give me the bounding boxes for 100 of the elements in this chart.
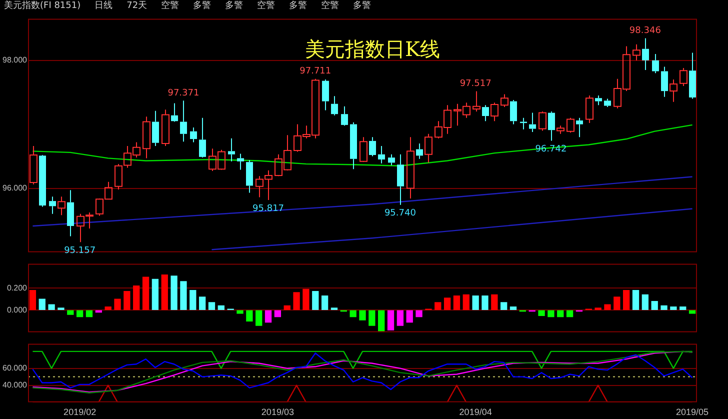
candlestick <box>322 79 329 111</box>
candlestick <box>388 154 395 166</box>
text: 空警 <box>161 1 180 11</box>
candlestick <box>416 142 423 160</box>
candlestick <box>397 154 404 206</box>
x-tick-label: 2019/03 <box>261 407 294 418</box>
bar <box>651 300 658 310</box>
y-tick-label: 60.000 <box>2 364 28 373</box>
bar <box>133 286 140 310</box>
bar <box>416 310 422 318</box>
bar <box>302 288 310 310</box>
bar <box>208 302 216 310</box>
bar <box>500 302 508 310</box>
candlestick <box>661 66 668 98</box>
text: 多警 <box>289 1 308 11</box>
bar <box>660 305 668 310</box>
bar <box>688 310 696 314</box>
x-tick-label: 2019/02 <box>64 407 96 418</box>
annotation: 95.157 <box>64 246 96 256</box>
bar <box>256 310 262 326</box>
bar <box>491 294 498 310</box>
y-tick-label: 0.000 <box>6 305 28 314</box>
candlestick <box>482 104 489 122</box>
annotation: 97.517 <box>460 79 492 90</box>
bar <box>510 306 517 310</box>
bar <box>161 274 168 310</box>
bar <box>76 310 84 318</box>
candlestick <box>576 117 583 138</box>
candlestick <box>58 196 66 216</box>
candlestick <box>642 38 649 70</box>
annotation: 97.371 <box>168 88 200 98</box>
bar <box>632 290 640 310</box>
bar <box>152 278 159 310</box>
candlestick <box>180 100 187 142</box>
bar <box>264 310 272 323</box>
bar <box>236 310 244 314</box>
bar <box>538 310 545 316</box>
bar <box>557 310 564 318</box>
text: 多警 <box>193 1 212 11</box>
bar <box>444 298 451 310</box>
candlestick <box>378 146 385 164</box>
bar <box>623 290 630 310</box>
bar <box>180 281 187 310</box>
bar <box>67 310 74 315</box>
candlestick <box>510 100 517 125</box>
bar <box>453 295 460 310</box>
bar <box>48 304 55 310</box>
bar <box>434 302 442 310</box>
bar <box>284 305 290 310</box>
bar <box>472 295 479 310</box>
text: 72天 <box>126 1 148 11</box>
candlestick <box>49 196 56 214</box>
candlestick <box>406 136 414 199</box>
candlestick <box>350 122 357 170</box>
y-tick-label: 0.200 <box>6 283 28 292</box>
bar <box>462 294 470 310</box>
bar <box>482 295 488 310</box>
bar <box>378 310 385 332</box>
candlestick <box>670 79 678 102</box>
candlestick <box>604 98 611 108</box>
candlestick <box>595 95 602 106</box>
bar <box>406 310 413 323</box>
candlestick <box>152 110 159 147</box>
bar <box>670 306 677 310</box>
candlestick <box>228 138 235 162</box>
text: 空警 <box>321 1 340 11</box>
bar <box>566 310 574 318</box>
bar <box>614 296 620 310</box>
y-tick-label: 98.000 <box>2 56 28 65</box>
x-tick-label: 2019/05 <box>676 407 709 418</box>
candlestick <box>548 111 555 142</box>
bar <box>604 304 611 310</box>
candlestick <box>246 160 253 194</box>
bar <box>387 310 394 330</box>
candlestick <box>331 96 338 116</box>
text: 多警 <box>225 1 244 11</box>
y-tick-label: 40.000 <box>2 380 28 390</box>
text: 空警 <box>257 1 276 11</box>
bar <box>396 310 404 326</box>
candlestick <box>369 136 376 157</box>
bar <box>142 276 150 310</box>
bar <box>190 290 196 310</box>
candlestick <box>529 112 536 132</box>
bar <box>124 291 130 310</box>
bar <box>86 310 93 318</box>
candlestick <box>424 133 432 164</box>
annotation: 95.740 <box>384 208 416 219</box>
candlestick <box>237 153 244 170</box>
bar <box>114 298 121 310</box>
candlestick <box>190 127 197 143</box>
bar <box>548 310 554 318</box>
text: 美元指数日K线 <box>305 37 440 62</box>
candlestick <box>472 90 480 112</box>
x-tick-label: 2019/04 <box>459 407 492 418</box>
text: 日线 <box>94 1 113 11</box>
candlestick <box>39 156 46 208</box>
bar <box>321 295 328 310</box>
bar <box>350 310 356 318</box>
bar <box>170 276 178 310</box>
candlestick <box>142 116 150 159</box>
